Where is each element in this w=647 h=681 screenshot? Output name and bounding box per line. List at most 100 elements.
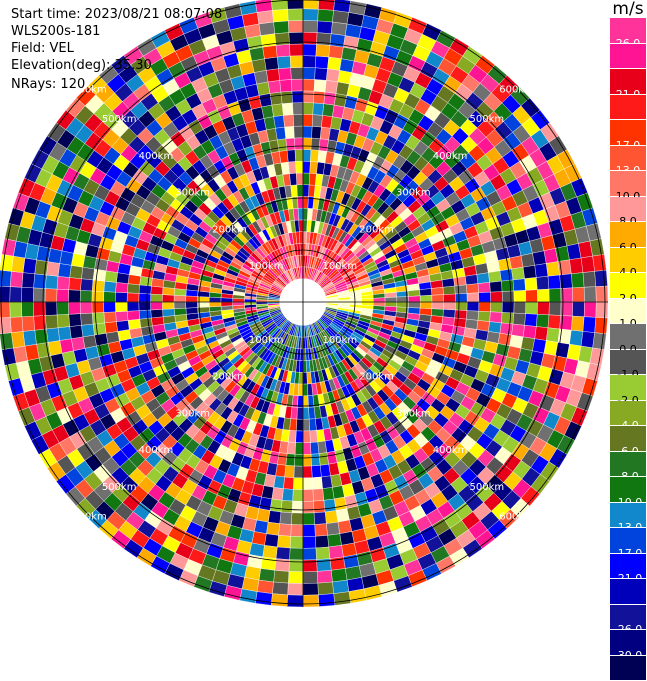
velocity-gate	[315, 68, 328, 81]
velocity-gate	[465, 274, 478, 284]
velocity-gate	[314, 512, 326, 525]
range-ring-label: 400km	[433, 151, 468, 162]
velocity-gate	[287, 595, 303, 607]
velocity-gate	[272, 104, 284, 117]
velocity-gate	[303, 443, 311, 455]
velocity-gate	[105, 322, 118, 334]
velocity-gate	[584, 287, 596, 302]
colorbar-cell: 4.0	[610, 248, 646, 274]
velocity-gate	[303, 208, 308, 220]
velocity-gate	[280, 512, 292, 525]
velocity-gate	[321, 476, 332, 489]
range-ring-label: 300km	[396, 188, 431, 199]
velocity-gate	[572, 287, 584, 302]
velocity-gate	[296, 173, 303, 185]
velocity-gate	[536, 314, 549, 327]
velocity-gate	[104, 281, 116, 292]
velocity-gate	[596, 286, 608, 302]
velocity-gate	[233, 302, 245, 306]
velocity-gate	[291, 525, 303, 537]
velocity-gate	[328, 57, 342, 70]
velocity-gate	[548, 275, 561, 289]
velocity-gate	[292, 501, 303, 513]
colorbar-cell: -6.0	[610, 426, 646, 452]
velocity-gate	[523, 325, 536, 338]
velocity-gate	[317, 21, 332, 34]
velocity-gate	[293, 478, 303, 490]
velocity-gate	[331, 22, 347, 36]
velocity-gate	[162, 295, 174, 302]
velocity-gate	[10, 302, 22, 317]
velocity-gate	[467, 293, 479, 302]
velocity-gate	[320, 464, 330, 477]
velocity-gate	[105, 271, 118, 283]
velocity-gate	[295, 150, 303, 162]
velocity-gate	[455, 293, 467, 302]
velocity-gate	[311, 454, 320, 466]
velocity-gate	[268, 511, 281, 524]
velocity-gate	[272, 582, 288, 595]
velocity-gate	[478, 311, 490, 321]
velocity-gate	[277, 56, 290, 69]
velocity-gate	[92, 280, 105, 292]
colorbar-cell: 10.0	[610, 171, 646, 197]
velocity-gate	[151, 286, 163, 295]
start-time: Start time: 2023/08/21 08:07:08	[11, 6, 222, 23]
velocity-gate	[264, 57, 278, 70]
velocity-gate	[546, 262, 559, 277]
velocity-gate	[303, 103, 313, 115]
range-ring-label: 100km	[249, 335, 284, 346]
velocity-gate	[455, 285, 467, 294]
velocity-gate	[325, 511, 338, 524]
velocity-gate	[455, 310, 467, 319]
velocity-gate	[303, 185, 309, 197]
velocity-gate	[244, 302, 256, 305]
velocity-gate	[329, 45, 344, 58]
velocity-gate	[57, 314, 70, 327]
colorbar-cell: -10.0	[610, 477, 646, 503]
velocity-gate	[500, 269, 513, 281]
velocity-gate	[46, 262, 59, 277]
colorbar-cell: 13.0	[610, 146, 646, 172]
velocity-gate	[478, 282, 490, 292]
velocity-gate	[583, 317, 596, 333]
velocity-gate	[2, 348, 16, 366]
velocity-gate	[277, 535, 290, 548]
velocity-gate	[595, 270, 608, 287]
velocity-gate	[93, 323, 106, 335]
velocity-gate	[334, 592, 351, 606]
velocity-gate	[127, 302, 139, 311]
velocity-gate	[275, 127, 285, 140]
velocity-gate	[294, 138, 303, 150]
velocity-gate	[270, 92, 282, 105]
velocity-gate	[57, 302, 69, 315]
velocity-gate	[259, 22, 275, 36]
range-ring-label: 100km	[322, 261, 357, 272]
velocity-gate	[329, 545, 344, 558]
velocity-gate	[240, 1, 258, 15]
velocity-gate	[263, 545, 278, 558]
velocity-gate	[303, 0, 319, 9]
velocity-gate	[296, 431, 303, 443]
velocity-gate	[83, 335, 97, 348]
velocity-gate	[272, 487, 284, 500]
velocity-gate	[512, 267, 525, 280]
velocity-gate	[186, 296, 198, 302]
range-ring-label: 400km	[139, 151, 174, 162]
velocity-gate	[535, 263, 548, 277]
colorbar-cell	[610, 656, 646, 681]
range-ring-label: 300km	[175, 408, 210, 419]
velocity-gate	[408, 302, 420, 308]
velocity-gate	[294, 454, 303, 466]
colorbar-cell: 21.0	[610, 69, 646, 95]
velocity-gate	[0, 333, 13, 350]
velocity-gate	[584, 302, 596, 317]
velocity-gate	[293, 489, 303, 501]
velocity-gate	[312, 115, 322, 127]
velocity-gate	[299, 232, 303, 244]
velocity-gate	[314, 79, 326, 92]
velocity-gate	[309, 407, 316, 419]
velocity-gate	[526, 302, 538, 314]
velocity-gate	[303, 372, 307, 384]
velocity-gate	[81, 324, 94, 337]
